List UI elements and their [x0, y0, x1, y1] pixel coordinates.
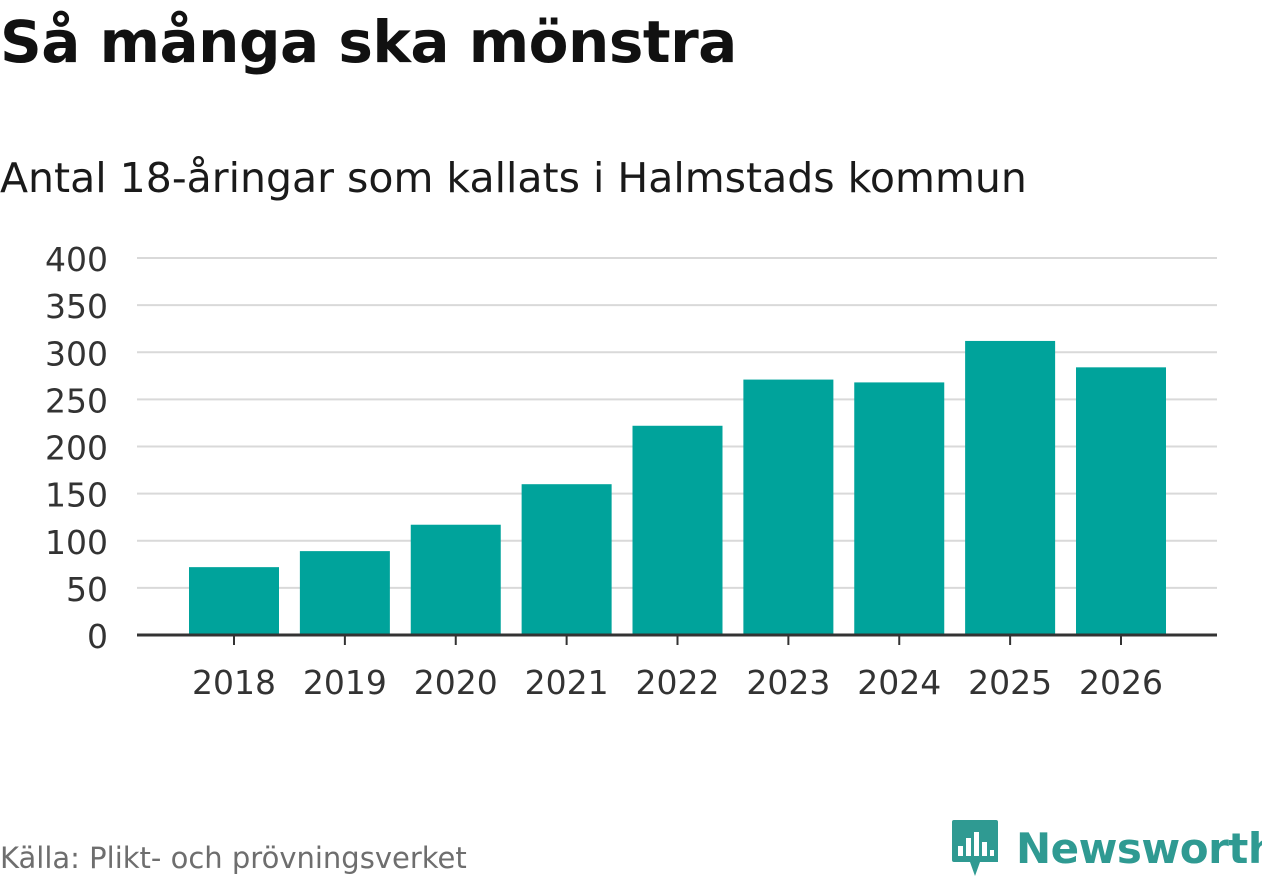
bar-2018: [189, 567, 279, 635]
brand-logo: Newsworthy: [950, 818, 1262, 878]
x-tick-label: 2023: [746, 663, 830, 702]
brand-name: Newsworthy: [1016, 823, 1262, 873]
bar-2020: [410, 524, 501, 635]
x-tick-label: 2020: [414, 663, 498, 702]
x-tick-label: 2025: [968, 663, 1052, 702]
x-tick-label: 2022: [636, 663, 720, 702]
bar-2023: [743, 379, 834, 635]
y-tick-label: 300: [45, 334, 108, 373]
y-tick-label: 400: [45, 240, 108, 279]
x-tick-label: 2021: [525, 663, 609, 702]
bar-2021: [521, 484, 612, 635]
chart-subtitle: Antal 18-åringar som kallats i Halmstads…: [0, 154, 1027, 202]
x-tick-label: 2026: [1079, 663, 1163, 702]
x-tick-label: 2019: [303, 663, 387, 702]
x-tick-label: 2024: [857, 663, 941, 702]
bar-2024: [854, 382, 945, 635]
y-tick-label: 250: [45, 381, 108, 420]
x-tick-label: 2018: [192, 663, 276, 702]
y-tick-label: 100: [45, 523, 108, 562]
chart-title: Så många ska mönstra: [0, 8, 737, 76]
y-tick-label: 50: [66, 570, 108, 609]
bar-chart-badge-icon: [952, 820, 998, 876]
source-note: Källa: Plikt- och prövningsverket: [0, 841, 467, 875]
y-tick-label: 0: [87, 617, 108, 656]
y-tick-label: 350: [45, 287, 108, 326]
bar-2019: [299, 551, 390, 635]
y-tick-label: 150: [45, 476, 108, 515]
bar-2025: [965, 340, 1056, 635]
y-tick-label: 200: [45, 429, 108, 468]
bar-2026: [1076, 367, 1166, 635]
bar-2022: [632, 425, 723, 635]
